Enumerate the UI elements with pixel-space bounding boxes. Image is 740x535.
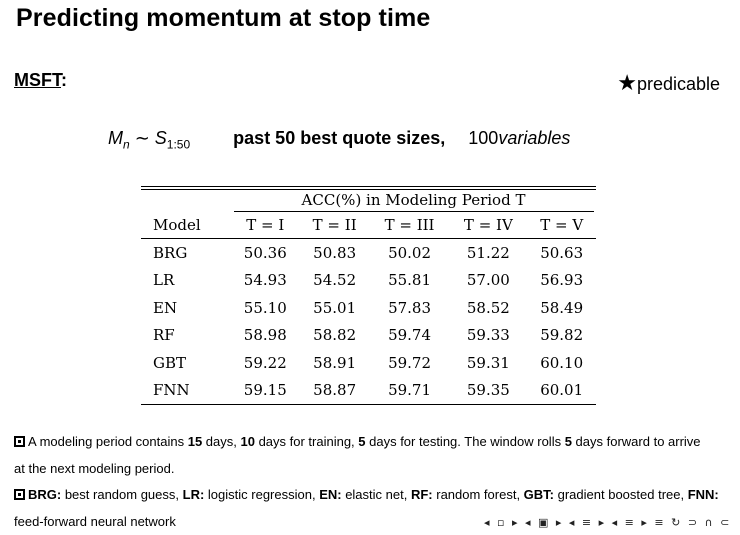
- predicable-label: predicable: [636, 74, 720, 94]
- ticker-label: MSFT:: [14, 70, 67, 90]
- column-header-period: T = IV: [463, 216, 513, 234]
- model-name-cell: FNN: [153, 381, 190, 400]
- model-name-cell: BRG: [153, 243, 188, 262]
- abbreviation: LR:: [182, 487, 205, 502]
- accuracy-cell: 59.74: [388, 326, 432, 345]
- table-bottom-rule: [141, 404, 596, 405]
- accuracy-cell: 55.81: [388, 271, 432, 290]
- accuracy-cell: 50.36: [243, 243, 287, 262]
- accuracy-cell: 59.35: [466, 381, 510, 400]
- accuracy-cell: 50.83: [313, 243, 357, 262]
- square-bullet-icon: [14, 489, 25, 500]
- accuracy-cell: 59.33: [466, 326, 510, 345]
- abbreviation-meaning: random forest,: [432, 487, 524, 502]
- column-header-period: T = III: [384, 216, 435, 234]
- accuracy-cell: 54.93: [243, 271, 287, 290]
- note-model-abbreviations: BRG: best random guess, LR: logistic reg…: [14, 481, 734, 535]
- accuracy-cell: 58.98: [243, 326, 287, 345]
- formula-description: past 50 best quote sizes,: [233, 128, 446, 148]
- accuracy-cell: 58.49: [540, 298, 584, 317]
- abbreviation: GBT:: [523, 487, 555, 502]
- accuracy-cell: 59.31: [466, 353, 510, 372]
- column-header-period: T = V: [540, 216, 584, 234]
- square-bullet-icon: [14, 436, 25, 447]
- accuracy-cell: 51.22: [466, 243, 510, 262]
- accuracy-cell: 58.82: [313, 326, 357, 345]
- variable-count: 100variables: [468, 128, 571, 148]
- note-modeling-period: A modeling period contains 15 days, 10 d…: [14, 434, 701, 476]
- table-top-rule: [141, 186, 596, 190]
- model-name-cell: LR: [153, 271, 175, 290]
- accuracy-cell: 60.10: [540, 353, 584, 372]
- ticker-symbol: MSFT: [14, 70, 61, 90]
- accuracy-cell: 50.63: [540, 243, 584, 262]
- accuracy-cell: 58.91: [313, 353, 357, 372]
- accuracy-cell: 57.83: [388, 298, 432, 317]
- accuracy-cell: 50.02: [388, 243, 432, 262]
- table-group-header: ACC(%) in Modeling Period T: [233, 191, 594, 212]
- accuracy-cell: 56.93: [540, 271, 584, 290]
- model-name-cell: RF: [153, 326, 175, 345]
- abbreviation: FNN:: [687, 487, 719, 502]
- accuracy-cell: 55.01: [313, 298, 357, 317]
- accuracy-cell: 54.52: [313, 271, 357, 290]
- abbreviation: EN:: [319, 487, 342, 502]
- accuracy-cell: 57.00: [466, 271, 510, 290]
- model-name-cell: EN: [153, 298, 178, 317]
- accuracy-cell: 59.15: [243, 381, 287, 400]
- table-row: EN 55.10 55.01 57.83 58.52 58.49: [141, 294, 596, 322]
- table-row: RF 58.98 58.82 59.74 59.33 59.82: [141, 322, 596, 350]
- predicable-tag: ★predicable: [617, 70, 720, 96]
- column-header-period: T = I: [246, 216, 285, 234]
- abbreviation-meaning: logistic regression,: [204, 487, 320, 502]
- accuracy-table: ACC(%) in Modeling Period T Model T = I T …: [141, 186, 596, 405]
- table-row: FNN 59.15 58.87 59.71 59.35 60.01: [141, 377, 596, 405]
- table-row: GBT 59.22 58.91 59.72 59.31 60.10: [141, 349, 596, 377]
- abbreviation-meaning: best random guess,: [61, 487, 183, 502]
- accuracy-cell: 60.01: [540, 381, 584, 400]
- accuracy-cell: 58.52: [466, 298, 510, 317]
- model-name-cell: GBT: [153, 353, 187, 372]
- table-row: LR 54.93 54.52 55.81 57.00 56.93: [141, 267, 596, 295]
- abbreviation: BRG:: [28, 487, 62, 502]
- slide-title: Predicting momentum at stop time: [16, 4, 431, 32]
- model-formula: Mn ∼ S1:50 past 50 best quote sizes, 100…: [108, 128, 571, 152]
- beamer-navigation-bar[interactable]: ◂ ▫ ▸ ◂ ▣ ▸ ◂ ≡ ▸ ◂ ≡ ▸ ≡ ↻ ⊃ ∩ ⊂: [484, 516, 732, 529]
- column-header-period: T = II: [312, 216, 357, 234]
- accuracy-cell: 59.82: [540, 326, 584, 345]
- abbreviation-meaning: gradient boosted tree,: [554, 487, 688, 502]
- accuracy-cell: 59.71: [388, 381, 432, 400]
- accuracy-cell: 55.10: [243, 298, 287, 317]
- accuracy-cell: 59.22: [243, 353, 287, 372]
- table-row: BRG 50.36 50.83 50.02 51.22 50.63: [141, 239, 596, 267]
- column-header-model: Model: [153, 216, 201, 234]
- accuracy-cell: 58.87: [313, 381, 357, 400]
- accuracy-cell: 59.72: [388, 353, 432, 372]
- abbreviation-meaning: feed-forward neural network: [14, 514, 176, 529]
- star-icon: ★: [617, 70, 637, 95]
- abbreviation-meaning: elastic net,: [341, 487, 411, 502]
- abbreviation: RF:: [410, 487, 433, 502]
